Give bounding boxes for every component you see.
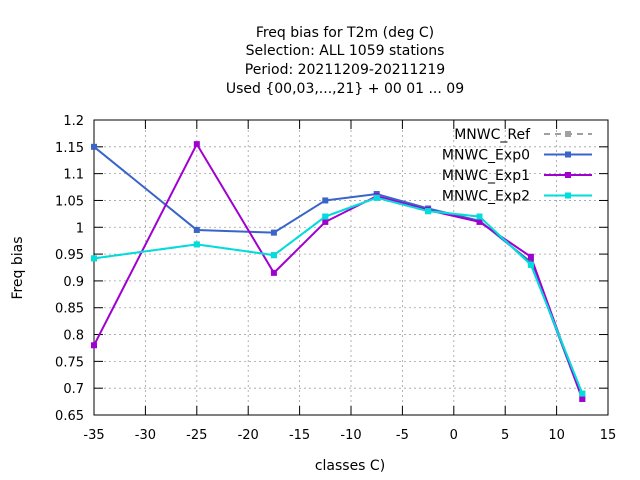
data-point <box>193 241 200 248</box>
data-point <box>322 218 329 225</box>
y-tick-label: 0.8 <box>63 329 84 344</box>
title-line-1: Freq bias for T2m (deg C) <box>256 25 434 41</box>
title-line-3: Period: 20211209-20211219 <box>245 62 445 78</box>
legend-label: MNWC_Ref <box>454 127 531 143</box>
y-tick-label: 1.1 <box>63 168 84 183</box>
y-tick-label: 1.15 <box>55 141 84 156</box>
axis-ticks: -35 -30 -25 -20 -15 -10 -5 0 5 10 15 0.65 0.7 0.75 0.8… <box>55 114 616 443</box>
legend-marker <box>565 151 571 158</box>
data-point <box>527 253 534 260</box>
legend-marker <box>565 131 571 137</box>
x-tick-label: 15 <box>600 428 617 443</box>
data-point <box>425 208 432 215</box>
y-tick-label: 0.7 <box>63 382 84 397</box>
data-point <box>322 197 329 204</box>
x-axis-label: classes C) <box>315 458 385 474</box>
x-tick-label: -15 <box>289 428 310 443</box>
y-tick-label: 1.2 <box>63 114 84 129</box>
data-point <box>91 143 97 150</box>
data-point <box>322 213 329 220</box>
series-MNWC_Exp2 <box>91 194 586 397</box>
chart-title: Freq bias for T2m (deg C) Selection: ALL… <box>226 25 464 97</box>
x-tick-label: -20 <box>238 428 259 443</box>
legend-label: MNWC_Exp1 <box>442 168 530 184</box>
data-point <box>270 229 277 236</box>
x-tick-label: -35 <box>83 428 104 443</box>
data-point <box>91 255 97 262</box>
x-tick-label: -30 <box>135 428 156 443</box>
data-point <box>91 342 97 349</box>
data-point <box>476 218 483 225</box>
legend-marker <box>565 192 571 199</box>
x-tick-label: -10 <box>340 428 361 443</box>
data-point <box>579 390 586 397</box>
legend-label: MNWC_Exp2 <box>442 189 530 205</box>
y-tick-label: 0.85 <box>55 302 84 317</box>
title-line-4: Used {00,03,...,21} + 00 01 ... 09 <box>226 81 464 97</box>
series <box>91 141 586 402</box>
data-point <box>476 213 483 220</box>
x-tick-label: -25 <box>186 428 207 443</box>
data-point <box>527 261 534 268</box>
legend-marker <box>565 172 571 178</box>
x-tick-label: -5 <box>396 428 409 443</box>
legend-label: MNWC_Exp0 <box>442 148 530 164</box>
y-tick-label: 0.65 <box>55 409 84 424</box>
x-tick-label: 0 <box>450 428 458 443</box>
data-point <box>579 395 586 402</box>
y-tick-label: 0.95 <box>55 248 84 263</box>
legend: MNWC_Ref MNWC_Exp0 MNWC_Exp1 MNWC_Exp2 <box>442 127 592 205</box>
y-tick-label: 1.05 <box>55 194 84 209</box>
plot-frame <box>93 119 609 416</box>
series-MNWC_Ref <box>91 194 586 397</box>
data-point <box>193 226 200 233</box>
y-tick-label: 1 <box>76 221 84 236</box>
data-point <box>193 141 200 148</box>
title-line-2: Selection: ALL 1059 stations <box>246 43 445 59</box>
data-point <box>373 194 380 201</box>
data-point <box>270 269 277 276</box>
y-axis-label: Freq bias <box>10 236 26 299</box>
y-tick-label: 0.9 <box>63 275 84 290</box>
grid <box>94 120 608 415</box>
x-tick-label: 5 <box>501 428 509 443</box>
x-tick-label: 10 <box>548 428 565 443</box>
y-tick-label: 0.75 <box>55 355 84 370</box>
data-point <box>270 252 277 259</box>
